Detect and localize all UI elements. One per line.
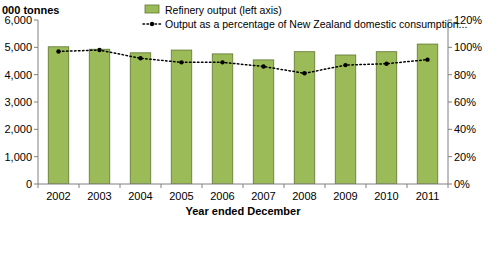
y-tick-label: 5,000	[4, 41, 32, 53]
x-tick	[407, 184, 408, 188]
bar	[212, 54, 233, 184]
y-tick-label: 1,000	[4, 151, 32, 163]
bar	[48, 47, 69, 184]
marker	[179, 60, 183, 64]
legend-swatch	[145, 5, 159, 13]
marker	[138, 56, 142, 60]
y-tick	[34, 156, 38, 157]
x-tick	[120, 184, 121, 188]
y2-tick-label: 0%	[454, 178, 470, 190]
x-tick	[202, 184, 203, 188]
x-tick	[448, 184, 449, 188]
y-tick-label: 0	[26, 178, 32, 190]
marker	[56, 49, 60, 53]
x-tick-label: 2005	[169, 190, 193, 202]
y2-tick	[448, 102, 452, 103]
x-tick-label: 2002	[46, 190, 70, 202]
y-tick-label: 2,000	[4, 123, 32, 135]
bar	[417, 44, 438, 184]
x-tick-label: 2009	[333, 190, 357, 202]
bar	[89, 49, 110, 184]
y2-tick	[448, 156, 452, 157]
line	[59, 50, 428, 73]
y2-tick-label: 100%	[454, 41, 482, 53]
y-tick	[34, 20, 38, 21]
x-tick	[79, 184, 80, 188]
marker	[220, 60, 224, 64]
x-tick-label: 2006	[210, 190, 234, 202]
y-tick	[34, 129, 38, 130]
bar	[253, 60, 274, 184]
marker	[97, 48, 101, 52]
x-tick-label: 2008	[292, 190, 316, 202]
y2-tick-label: 80%	[454, 69, 476, 81]
y2-tick-label: 20%	[454, 151, 476, 163]
y-axis-title: 000 tonnes	[2, 4, 59, 16]
x-tick-label: 2004	[128, 190, 152, 202]
x-tick	[366, 184, 367, 188]
y2-tick-label: 40%	[454, 123, 476, 135]
y2-tick-label: 60%	[454, 96, 476, 108]
x-tick-label: 2010	[374, 190, 398, 202]
y-tick	[34, 184, 38, 185]
x-tick-label: 2007	[251, 190, 275, 202]
bar	[171, 50, 192, 184]
y-tick	[34, 102, 38, 103]
marker	[343, 63, 347, 67]
y-tick	[34, 47, 38, 48]
x-axis-title: Year ended December	[186, 205, 302, 217]
y-tick	[34, 74, 38, 75]
x-tick-label: 2003	[87, 190, 111, 202]
bar	[376, 52, 397, 184]
legend-marker	[150, 22, 154, 26]
y-tick-label: 4,000	[4, 69, 32, 81]
bar	[130, 53, 151, 184]
marker	[302, 71, 306, 75]
y2-tick	[448, 184, 452, 185]
marker	[384, 62, 388, 66]
y2-tick	[448, 47, 452, 48]
chart: 01,0002,0003,0004,0005,0006,0000%20%40%6…	[0, 0, 500, 253]
y2-tick	[448, 129, 452, 130]
bar	[335, 55, 356, 184]
x-tick	[284, 184, 285, 188]
y2-tick	[448, 74, 452, 75]
legend-label: Refinery output (left axis)	[165, 4, 282, 16]
x-tick	[38, 184, 39, 188]
x-tick	[243, 184, 244, 188]
legend-label: Output as a percentage of New Zealand do…	[165, 18, 467, 30]
marker	[425, 57, 429, 61]
x-tick-label: 2011	[416, 190, 440, 202]
plot-marks	[48, 44, 438, 184]
marker	[261, 64, 265, 68]
y-tick-label: 3,000	[4, 96, 32, 108]
x-tick	[325, 184, 326, 188]
x-tick	[161, 184, 162, 188]
